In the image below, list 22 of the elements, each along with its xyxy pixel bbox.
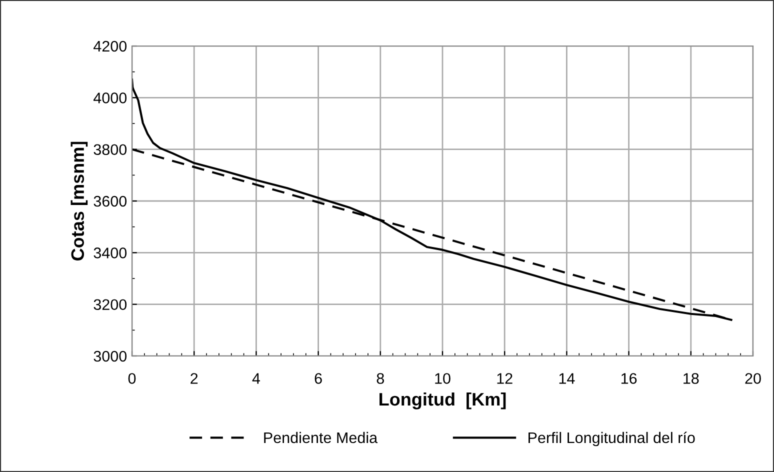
x-tick-label: 2 (190, 373, 198, 384)
x-tick-label: 16 (621, 373, 637, 384)
x-tick-label: 6 (314, 373, 322, 384)
x-tick-label: 12 (497, 373, 512, 384)
y-tick-label: 3000 (94, 350, 127, 362)
legend-label: Pendiente Media (264, 432, 378, 444)
x-tick-label: 20 (745, 373, 761, 384)
y-axis-title: Cotas [msnm] (70, 142, 88, 260)
x-tick-label: 8 (376, 373, 384, 384)
y-tick-label: 3600 (94, 196, 127, 207)
x-tick-label: 10 (435, 373, 450, 384)
x-tick-label: 4 (252, 373, 260, 384)
y-tick-label: 4000 (94, 92, 127, 104)
x-tick-label: 14 (559, 373, 575, 384)
x-axis-title: Longitud [Km] (380, 392, 506, 410)
legend-label: Perfil Longitudinal del río (528, 432, 695, 446)
y-tick-label: 3200 (94, 299, 127, 310)
y-tick-label: 3400 (94, 248, 127, 258)
y-tick-label: 3800 (94, 144, 127, 156)
x-tick-label: 0 (128, 373, 136, 384)
y-tick-label: 4200 (94, 40, 127, 52)
x-tick-label: 18 (684, 373, 699, 384)
